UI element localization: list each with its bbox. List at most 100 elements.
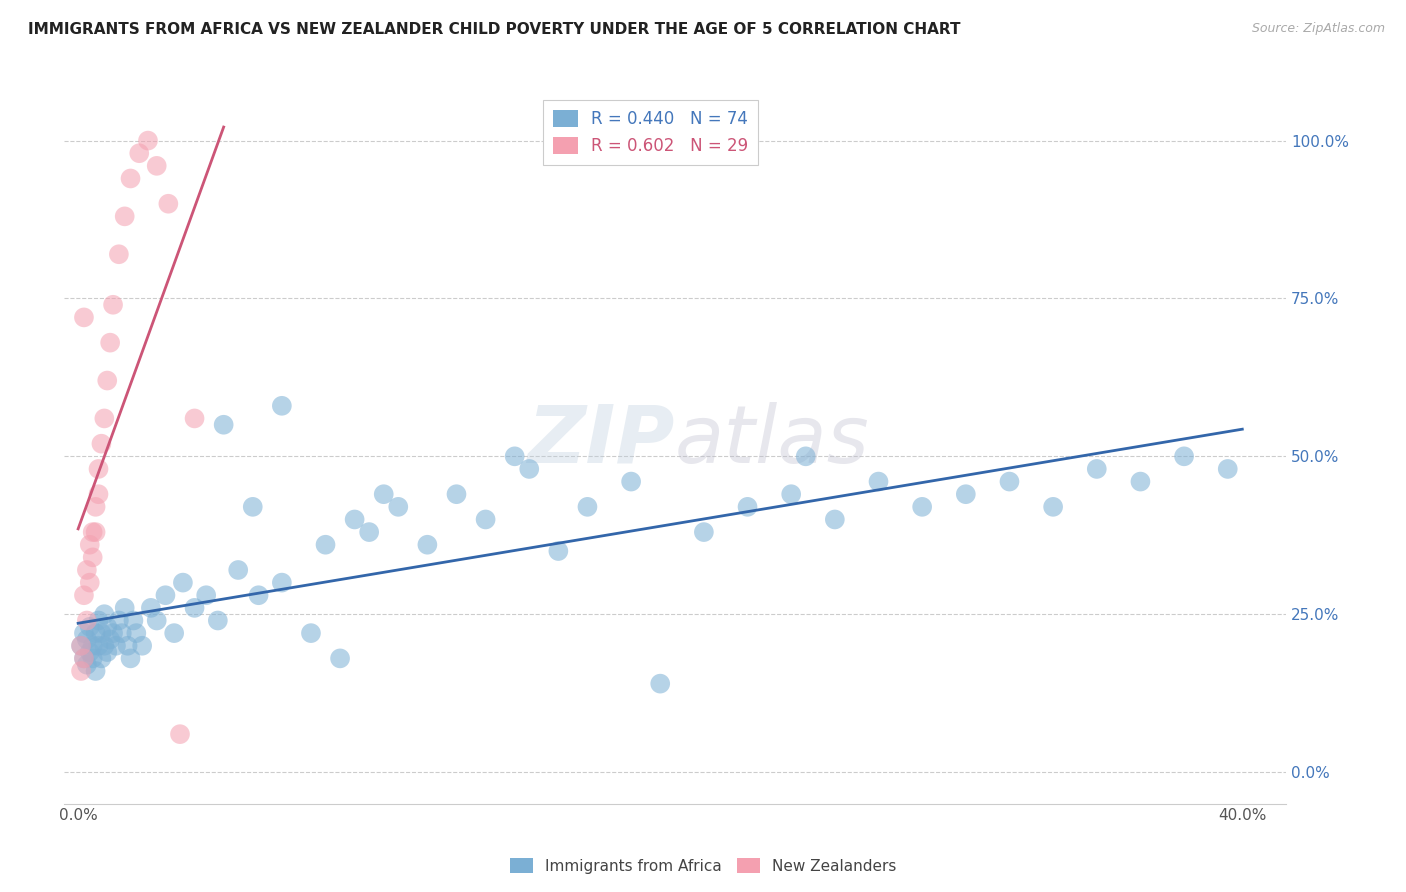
Point (73, 588, 96, 602)
Point (70, 664, 93, 678)
Point (270, 399, 292, 413)
Point (87, 462, 110, 476)
Point (84, 500, 107, 514)
Point (1129, 475, 1152, 489)
Point (247, 588, 270, 602)
Point (93, 607, 115, 622)
Point (84, 664, 107, 678)
Point (1216, 462, 1239, 476)
Point (416, 538, 439, 552)
Point (90, 651, 112, 665)
Point (824, 512, 846, 526)
Point (315, 538, 337, 552)
Point (172, 575, 194, 590)
Point (474, 512, 496, 526)
Point (98, 632, 121, 647)
Point (212, 417, 235, 432)
Point (114, 210, 136, 224)
Point (87, 614, 110, 628)
Point (76, 563, 98, 577)
Point (737, 500, 759, 514)
Point (620, 475, 643, 489)
Point (82, 651, 104, 665)
Point (1042, 500, 1064, 514)
Point (101, 298, 124, 312)
Point (128, 146, 150, 161)
Point (73, 310, 96, 325)
Point (96, 620, 118, 634)
Point (226, 563, 249, 577)
Point (84, 626, 107, 640)
Point (576, 500, 599, 514)
Point (96, 374, 118, 388)
Point (911, 500, 934, 514)
Text: ZIP: ZIP (527, 401, 675, 480)
Point (868, 475, 890, 489)
Point (125, 626, 148, 640)
Point (93, 639, 115, 653)
Point (70, 639, 93, 653)
Point (145, 159, 167, 173)
Point (120, 651, 142, 665)
Point (73, 651, 96, 665)
Point (242, 500, 264, 514)
Point (270, 575, 292, 590)
Point (503, 450, 526, 464)
Point (1085, 462, 1108, 476)
Point (73, 651, 96, 665)
Point (90, 626, 112, 640)
Point (82, 525, 104, 540)
Text: atlas: atlas (675, 401, 869, 480)
Point (139, 600, 162, 615)
Point (70, 639, 93, 653)
Point (299, 626, 322, 640)
Point (79, 620, 101, 634)
Point (157, 196, 180, 211)
Point (517, 462, 540, 476)
Point (998, 475, 1021, 489)
Point (693, 525, 716, 540)
Point (76, 632, 98, 647)
Point (90, 436, 112, 450)
Point (136, 134, 159, 148)
Point (794, 450, 817, 464)
Point (82, 550, 104, 565)
Point (76, 657, 98, 672)
Point (87, 487, 110, 501)
Point (131, 639, 153, 653)
Point (183, 600, 205, 615)
Point (114, 600, 136, 615)
Point (108, 614, 131, 628)
Legend: R = 0.440   N = 74, R = 0.602   N = 29: R = 0.440 N = 74, R = 0.602 N = 29 (543, 100, 758, 165)
Point (183, 411, 205, 425)
Point (169, 727, 191, 741)
Point (547, 544, 569, 558)
Point (104, 639, 127, 653)
Point (108, 247, 131, 261)
Point (76, 614, 98, 628)
Text: IMMIGRANTS FROM AFRICA VS NEW ZEALANDER CHILD POVERTY UNDER THE AGE OF 5 CORRELA: IMMIGRANTS FROM AFRICA VS NEW ZEALANDER … (28, 22, 960, 37)
Point (373, 487, 395, 501)
Point (387, 500, 409, 514)
Point (343, 512, 366, 526)
Point (359, 525, 381, 540)
Point (446, 487, 468, 501)
Point (195, 588, 218, 602)
Point (98, 335, 121, 350)
Point (111, 626, 134, 640)
Point (650, 676, 672, 690)
Point (329, 651, 352, 665)
Point (117, 639, 139, 653)
Point (155, 588, 177, 602)
Point (93, 411, 115, 425)
Point (82, 639, 104, 653)
Point (1173, 450, 1195, 464)
Point (207, 614, 229, 628)
Legend: Immigrants from Africa, New Zealanders: Immigrants from Africa, New Zealanders (503, 852, 903, 880)
Point (73, 626, 96, 640)
Point (79, 645, 101, 659)
Point (780, 487, 803, 501)
Point (163, 626, 186, 640)
Point (145, 614, 167, 628)
Point (79, 575, 101, 590)
